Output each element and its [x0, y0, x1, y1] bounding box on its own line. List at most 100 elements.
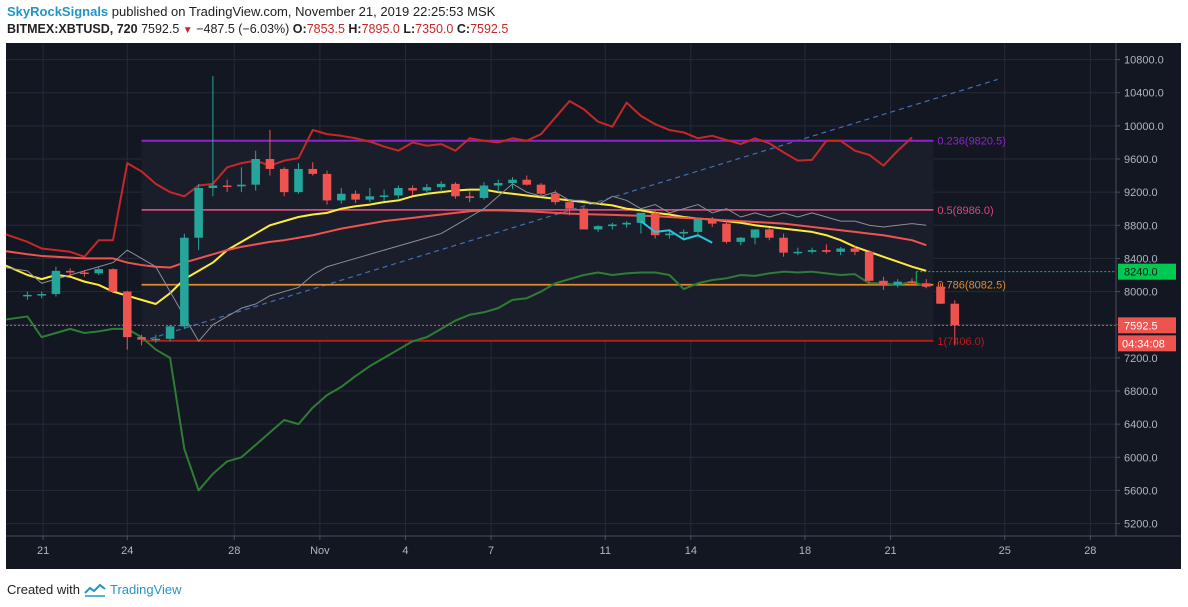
candle-body [793, 251, 803, 254]
y-tick-label: 5200.0 [1124, 519, 1158, 531]
down-triangle-icon: ▼ [182, 25, 193, 36]
candle-body [151, 338, 161, 341]
candle-body [765, 229, 774, 238]
low-value: 7350.0 [415, 22, 454, 36]
tradingview-brand[interactable]: TradingView [109, 582, 182, 597]
candle-body [565, 202, 574, 209]
candle-body [308, 168, 318, 174]
candle-body [108, 269, 118, 292]
candle-body [479, 185, 489, 198]
countdown-badge [1118, 335, 1176, 352]
publish-info: published on TradingView.com, November 2… [111, 4, 496, 19]
candle-body [850, 248, 860, 252]
x-tick-label: 21 [884, 545, 896, 557]
candle-body [51, 270, 61, 295]
price-change: −487.5 (−6.03%) [196, 22, 290, 36]
candle-body [636, 212, 646, 223]
candle-body [893, 281, 902, 285]
x-tick-label: 4 [402, 545, 408, 557]
candle-body [693, 219, 703, 232]
indicator-line [0, 209, 927, 269]
candle-body [807, 250, 817, 252]
candle-body [551, 193, 560, 203]
symbol-label: BITMEX:XBTUSD, 720 [7, 22, 138, 36]
y-tick-label: 5600.0 [1124, 485, 1158, 497]
x-tick-label: 7 [488, 545, 494, 557]
publish-line: SkyRockSignals published on TradingView.… [7, 4, 495, 19]
price-chart[interactable]: 0.236(9820.5) 0.5(8986.0) 0.786(8082.5) 1(7… [0, 43, 1181, 569]
candle-body [208, 185, 218, 188]
x-tick-label: 11 [600, 545, 611, 557]
candle-body [665, 233, 674, 236]
high-value: 7895.0 [361, 22, 400, 36]
candle-body [436, 183, 446, 188]
close-label: C: [456, 22, 471, 36]
open-label: O: [292, 22, 307, 36]
candle-body [408, 188, 417, 191]
candle-body [750, 229, 760, 238]
low-label: L: [403, 22, 416, 36]
candle-body [736, 237, 746, 242]
candle-body [936, 286, 945, 304]
countdown-label: 04:34:08 [1122, 338, 1165, 350]
indicator-line [0, 183, 927, 342]
y-tick-label: 8000.0 [1124, 287, 1158, 299]
price-badge [1118, 263, 1176, 280]
author-link[interactable]: SkyRockSignals [7, 4, 109, 19]
candle-body [194, 188, 203, 238]
footer: Created with TradingView [7, 582, 182, 597]
tradingview-logo-icon [84, 583, 106, 597]
candle-body [180, 237, 189, 327]
price-badge [1118, 317, 1176, 334]
candle-body [921, 283, 931, 287]
x-tick-label: 28 [1084, 545, 1096, 557]
candle-body [536, 184, 546, 194]
fib-level-label: 0.236(9820.5) [937, 136, 1006, 148]
y-tick-label: 8400.0 [1124, 253, 1158, 265]
y-tick-label: 6400.0 [1124, 419, 1158, 431]
candle-body [137, 337, 146, 340]
candle-body [37, 294, 46, 296]
candle-body [422, 187, 432, 191]
x-tick-label: 25 [999, 545, 1011, 557]
candle-body [337, 193, 346, 201]
candle-body [779, 237, 788, 253]
candle-body [251, 159, 260, 185]
candle-body [493, 183, 503, 186]
arrow-drawing [640, 220, 713, 244]
x-tick-label: 21 [37, 545, 49, 557]
candle-body [822, 250, 831, 252]
candle-body [907, 281, 917, 284]
candle-body [950, 303, 960, 326]
close-value: 7592.5 [470, 22, 509, 36]
y-tick-label: 6000.0 [1124, 452, 1158, 464]
x-tick-label: 14 [685, 545, 697, 557]
y-tick-label: 6800.0 [1124, 386, 1158, 398]
candle-body [65, 270, 75, 273]
candle-body [80, 272, 89, 275]
candle-body [622, 222, 631, 225]
candle-body [650, 212, 660, 236]
candle-body [94, 269, 104, 274]
candle-body [294, 168, 303, 193]
candle-body [508, 179, 517, 184]
indicator-line [0, 100, 913, 258]
candle-body [679, 231, 688, 234]
candle-body [237, 184, 246, 187]
high-label: H: [348, 22, 362, 36]
candle-body [864, 251, 874, 281]
candle-body [379, 195, 389, 197]
created-with-text: Created with [7, 582, 80, 597]
y-tick-label: 9200.0 [1124, 187, 1158, 199]
candle-body [23, 294, 32, 297]
candle-body [722, 223, 731, 242]
candle-body [608, 224, 617, 227]
y-tick-label: 8800.0 [1124, 220, 1158, 232]
candle-body [465, 196, 474, 198]
symbol-line: BITMEX:XBTUSD, 720 7592.5 ▼ −487.5 (−6.0… [7, 22, 508, 36]
candle-body [122, 291, 132, 338]
fib-level-label: 1(7406.0) [937, 336, 984, 348]
x-tick-label: 18 [799, 545, 811, 557]
price-badge-label: 7592.5 [1124, 320, 1158, 332]
chart-area[interactable]: 0.236(9820.5) 0.5(8986.0) 0.786(8082.5) 1(7… [0, 43, 1181, 569]
